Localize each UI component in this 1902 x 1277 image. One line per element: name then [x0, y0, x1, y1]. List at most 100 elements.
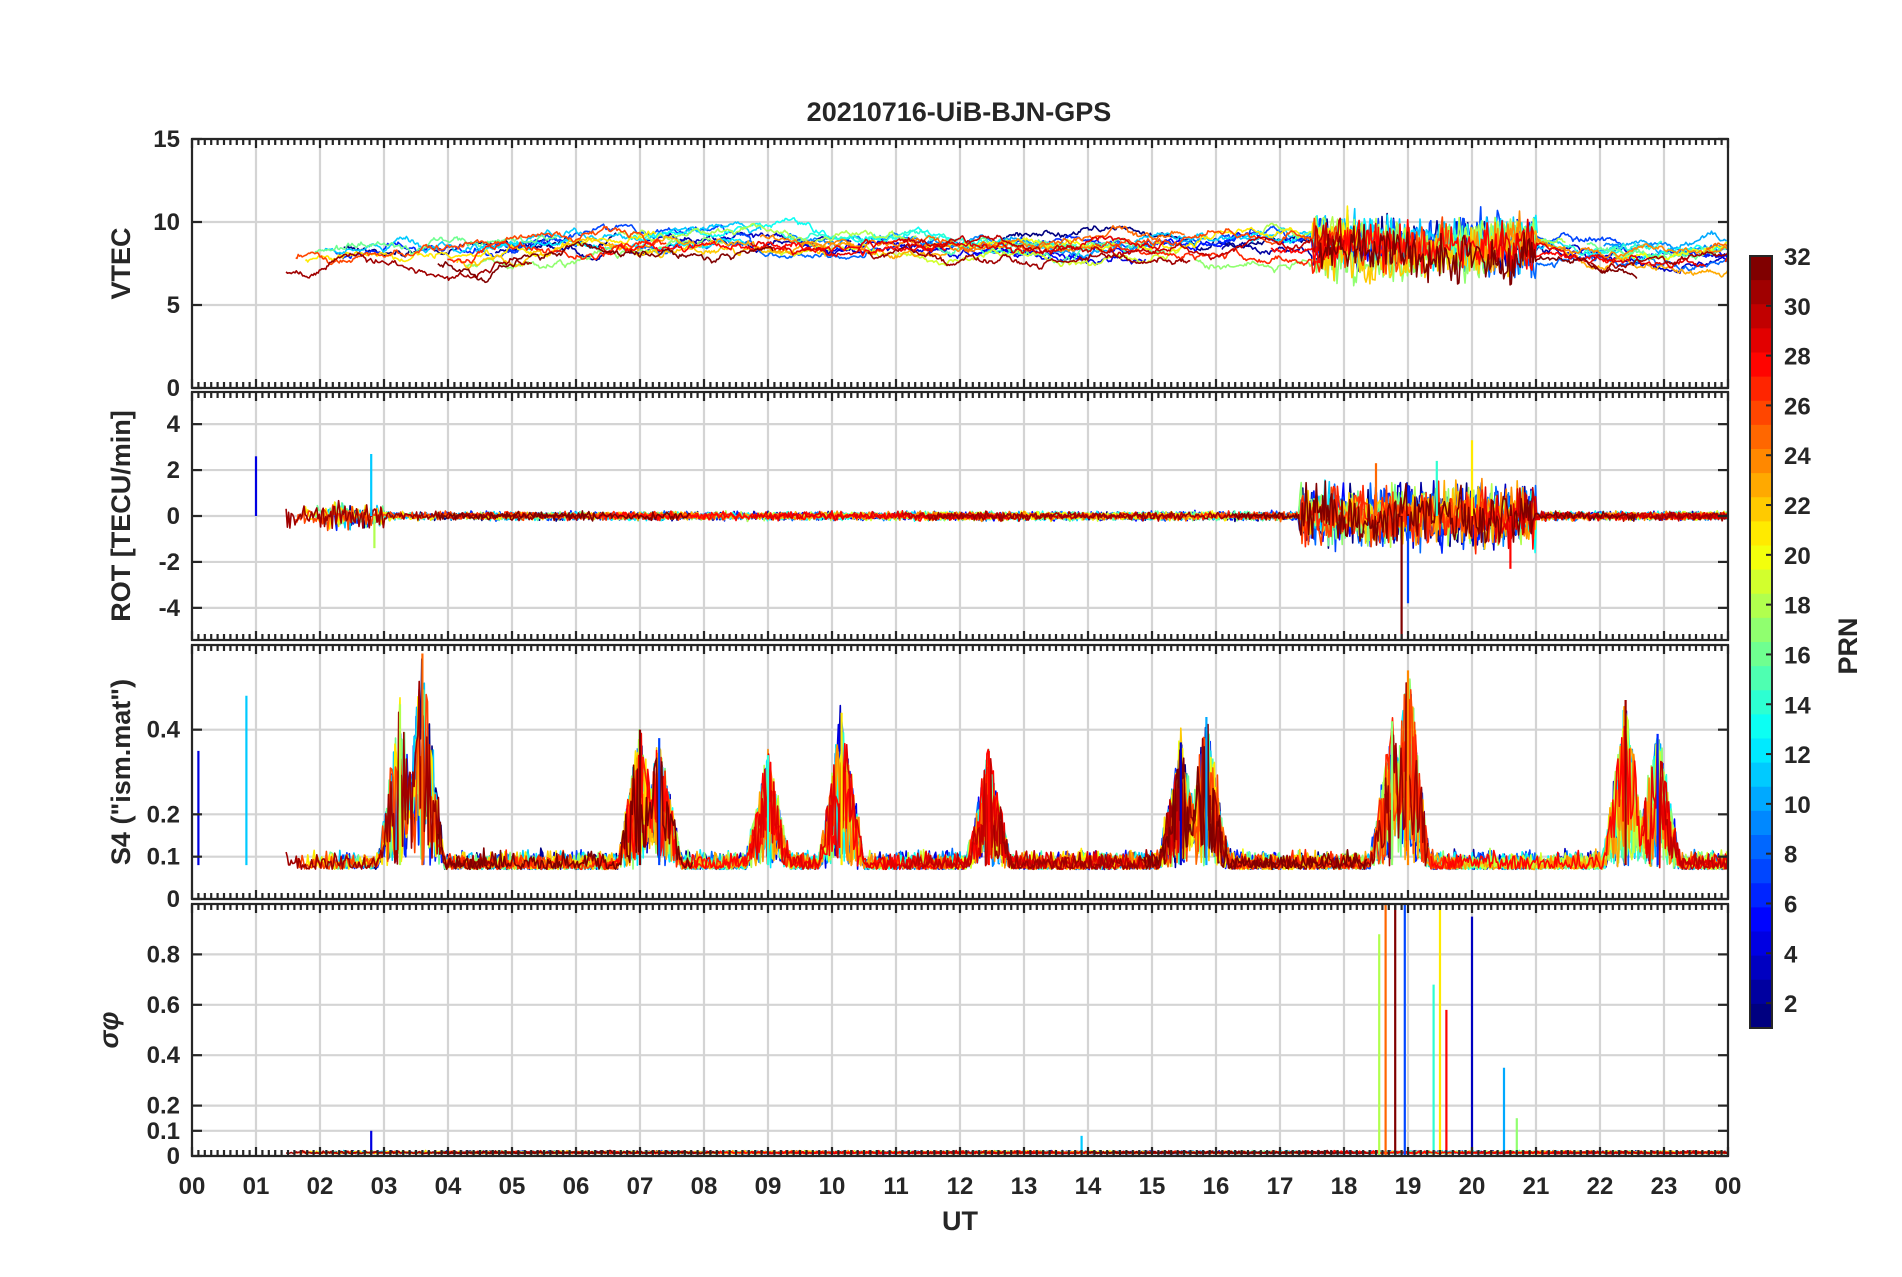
- panel-3: 0 0.1 0.2 0.4 S4 ("ism.mat"): [106, 643, 1730, 913]
- panel-2: -4 -2 0 2 4 ROT [TECU/min]: [106, 390, 1730, 642]
- x-tick-label: 08: [691, 1173, 718, 1200]
- series-line-prn-18: [618, 222, 917, 247]
- x-tick-label: 07: [627, 1173, 654, 1200]
- x-tick-label: 15: [1139, 1173, 1166, 1200]
- colorbar-tick-label: 24: [1784, 443, 1811, 470]
- series-line-prn-26: [295, 225, 659, 266]
- series-line-prn-31: [926, 510, 1285, 522]
- colorbar-swatch: [1750, 569, 1772, 595]
- x-tick-label: 06: [563, 1173, 590, 1200]
- colorbar-swatch: [1750, 256, 1772, 281]
- colorbar-tick-label: 8: [1784, 842, 1797, 869]
- colorbar-swatch: [1750, 859, 1772, 884]
- colorbar-swatch: [1750, 690, 1772, 715]
- series-line-prn-32: [437, 757, 694, 871]
- x-tick-label: 10: [819, 1173, 846, 1200]
- colorbar-swatch: [1750, 1003, 1772, 1029]
- y-tick-label: 0.6: [147, 992, 180, 1019]
- tick-marks: [190, 904, 1730, 1156]
- colorbar-swatch: [1750, 907, 1772, 933]
- colorbar-swatch: [1750, 955, 1772, 981]
- series-line-prn-31: [285, 252, 532, 281]
- colorbar-tick-label: 22: [1784, 493, 1811, 520]
- y-tick-label: 15: [153, 126, 180, 153]
- colorbar-tick-label: 14: [1784, 692, 1811, 719]
- series-line-prn-14: [1443, 219, 1663, 269]
- series-line-prn-28: [1430, 725, 1728, 870]
- series-line-prn-10: [1576, 230, 1727, 257]
- series-line-prn-24: [1474, 210, 1728, 259]
- colorbar-swatch: [1750, 521, 1772, 547]
- colorbar-tick-label: 32: [1784, 244, 1811, 271]
- colorbar-swatch: [1750, 545, 1772, 571]
- series-line-prn-30: [902, 754, 1183, 871]
- y-axis-title: S4 ("ism.mat"): [106, 679, 136, 865]
- panel-1: 0 5 10 15 VTEC: [106, 126, 1730, 402]
- y-axis-title: VTEC: [106, 227, 136, 299]
- colorbar-tick-label: 12: [1784, 742, 1811, 769]
- colorbar-swatch: [1750, 642, 1772, 667]
- series-line-prn-29: [750, 235, 1165, 258]
- y-tick-label: 0.2: [147, 801, 180, 828]
- series-line-prn-31: [285, 680, 499, 870]
- series-line-prn-23: [607, 235, 948, 260]
- colorbar-swatch: [1750, 883, 1772, 908]
- series-line-prn-25: [1705, 242, 1728, 251]
- series-line-prn-32: [437, 241, 774, 284]
- colorbar-swatch: [1750, 593, 1772, 619]
- colorbar-tick-label: 2: [1784, 991, 1797, 1018]
- y-tick-label: -4: [159, 595, 181, 622]
- colorbar-tick-label: 10: [1784, 792, 1811, 819]
- x-axis-title: UT: [942, 1206, 978, 1236]
- colorbar-tick-label: 4: [1784, 941, 1798, 968]
- tick-marks: [190, 392, 1730, 640]
- series-line-prn-32: [1086, 1149, 1341, 1155]
- series-line-prn-32: [1318, 223, 1638, 286]
- y-tick-label: 0.8: [147, 941, 180, 968]
- y-tick-label: 0: [167, 1143, 180, 1170]
- y-tick-label: 10: [153, 209, 180, 236]
- tick-marks: [190, 139, 1730, 388]
- series-line-prn-32: [437, 510, 691, 522]
- series-line-prn-11: [323, 221, 762, 255]
- colorbar-swatch: [1750, 786, 1772, 812]
- x-tick-label: 09: [755, 1173, 782, 1200]
- y-tick-label: 0: [167, 886, 180, 913]
- series-line-prn-21: [1136, 205, 1359, 269]
- series-line-prn-30: [1552, 1150, 1728, 1155]
- colorbar-swatch: [1750, 617, 1772, 643]
- x-tick-label: 02: [307, 1173, 334, 1200]
- colorbar-swatch: [1750, 328, 1772, 354]
- colorbar-swatch: [1750, 400, 1772, 426]
- colorbar-swatch: [1750, 979, 1772, 1005]
- series-line-prn-31: [993, 682, 1429, 870]
- series-line-prn-28: [598, 240, 947, 257]
- y-tick-label: 0.4: [147, 1042, 181, 1069]
- x-tick-label: 11: [883, 1173, 908, 1200]
- series-line-prn-31: [1649, 512, 1728, 522]
- x-tick-label: 19: [1395, 1173, 1422, 1200]
- colorbar-tick-label: 28: [1784, 344, 1811, 371]
- series-line-prn-31: [867, 243, 1191, 270]
- x-tick-label: 18: [1331, 1173, 1358, 1200]
- series-group: [197, 653, 1728, 871]
- colorbar-swatch: [1750, 424, 1772, 450]
- x-tick-label: 14: [1075, 1173, 1102, 1200]
- colorbar-tick-label: 16: [1784, 642, 1811, 669]
- colorbar-tick-label: 30: [1784, 294, 1811, 321]
- y-tick-label: 0: [167, 503, 180, 530]
- colorbar-swatch: [1750, 352, 1772, 378]
- series-line-prn-30: [1657, 760, 1728, 870]
- series-line-prn-29: [1494, 218, 1706, 274]
- x-tick-label: 22: [1587, 1173, 1614, 1200]
- y-axis-title: σφ: [94, 1012, 124, 1049]
- colorbar-swatch: [1750, 473, 1772, 498]
- x-tick-label: 21: [1523, 1173, 1550, 1200]
- colorbar-swatch: [1750, 376, 1772, 402]
- series-line-prn-27: [447, 238, 667, 264]
- y-axis-title: ROT [TECU/min]: [106, 410, 136, 621]
- y-tick-label: 5: [167, 292, 180, 319]
- x-tick-label: 03: [371, 1173, 398, 1200]
